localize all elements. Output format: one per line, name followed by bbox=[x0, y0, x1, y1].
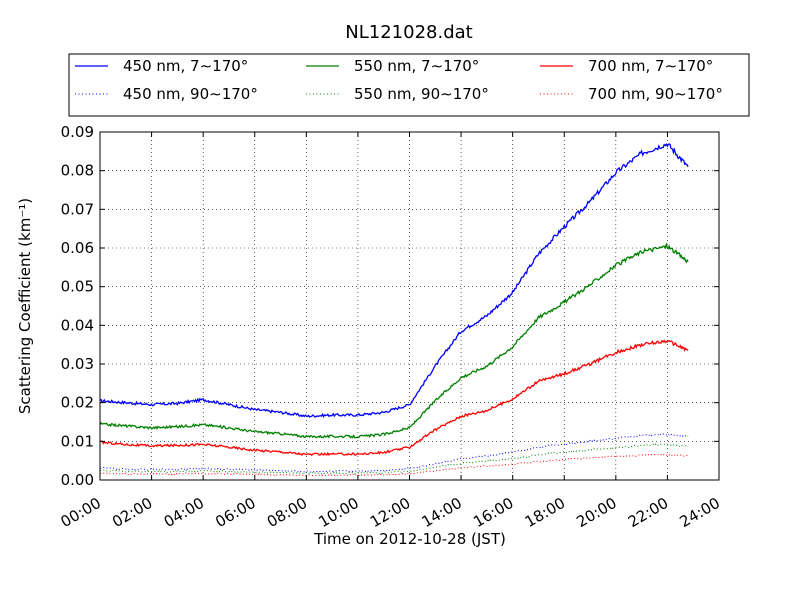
legend-label-4: 700 nm, 7∼170° bbox=[588, 57, 713, 75]
y-axis-ticks: 0.00 0.01 0.02 0.03 0.04 0.05 0.06 0.07 0.08 0.09 bbox=[61, 123, 719, 489]
series-line-0 bbox=[100, 143, 689, 419]
y-tick-label: 0.07 bbox=[61, 200, 94, 218]
legend-label-5: 700 nm, 90∼170° bbox=[588, 85, 723, 103]
legend-label-0: 450 nm, 7∼170° bbox=[123, 57, 248, 75]
legend-label-1: 450 nm, 90∼170° bbox=[123, 85, 258, 103]
legend-entries: 450 nm, 7∼170° 550 nm, 7∼170° 700 nm, 7∼17… bbox=[75, 57, 723, 103]
legend: 450 nm, 7∼170° 550 nm, 7∼170° 700 nm, 7∼17… bbox=[68, 53, 750, 117]
series-lines bbox=[99, 143, 689, 477]
x-tick-label: 10:00 bbox=[315, 494, 361, 531]
legend-label-3: 550 nm, 90∼170° bbox=[354, 85, 489, 103]
series-line-4 bbox=[99, 339, 689, 457]
legend-label-2: 550 nm, 7∼170° bbox=[354, 57, 479, 75]
x-tick-label: 00:00 bbox=[58, 494, 104, 531]
x-tick-label: 04:00 bbox=[161, 494, 207, 531]
x-tick-label: 24:00 bbox=[677, 494, 723, 531]
x-tick-label: 08:00 bbox=[264, 494, 310, 531]
x-tick-label: 12:00 bbox=[367, 494, 413, 531]
legend-box bbox=[68, 53, 750, 117]
y-tick-label: 0.06 bbox=[61, 239, 94, 257]
x-axis-label: Time on 2012-10-28 (JST) bbox=[313, 530, 506, 548]
y-axis-label: Scattering Coefficient (km⁻¹) bbox=[16, 198, 34, 414]
series-line-3 bbox=[99, 443, 689, 475]
y-tick-label: 0.03 bbox=[61, 355, 94, 373]
plot-area bbox=[100, 132, 719, 480]
y-tick-label: 0.02 bbox=[61, 394, 94, 412]
y-tick-label: 0.09 bbox=[61, 123, 94, 141]
x-tick-label: 20:00 bbox=[573, 494, 619, 531]
x-tick-label: 06:00 bbox=[212, 494, 258, 531]
x-tick-label: 02:00 bbox=[109, 494, 155, 531]
x-tick-label: 22:00 bbox=[625, 494, 671, 531]
series-line-1 bbox=[99, 433, 689, 473]
x-tick-label: 14:00 bbox=[419, 494, 465, 531]
y-tick-label: 0.00 bbox=[61, 471, 94, 489]
y-tick-label: 0.01 bbox=[61, 432, 94, 450]
series-line-2 bbox=[99, 242, 689, 439]
x-tick-label: 16:00 bbox=[470, 494, 516, 531]
y-tick-label: 0.04 bbox=[61, 316, 94, 334]
y-tick-label: 0.05 bbox=[61, 278, 94, 296]
x-tick-label: 18:00 bbox=[522, 494, 568, 531]
y-tick-label: 0.08 bbox=[61, 162, 94, 180]
chart-title: NL121028.dat bbox=[345, 22, 472, 43]
series-line-5 bbox=[99, 453, 689, 477]
